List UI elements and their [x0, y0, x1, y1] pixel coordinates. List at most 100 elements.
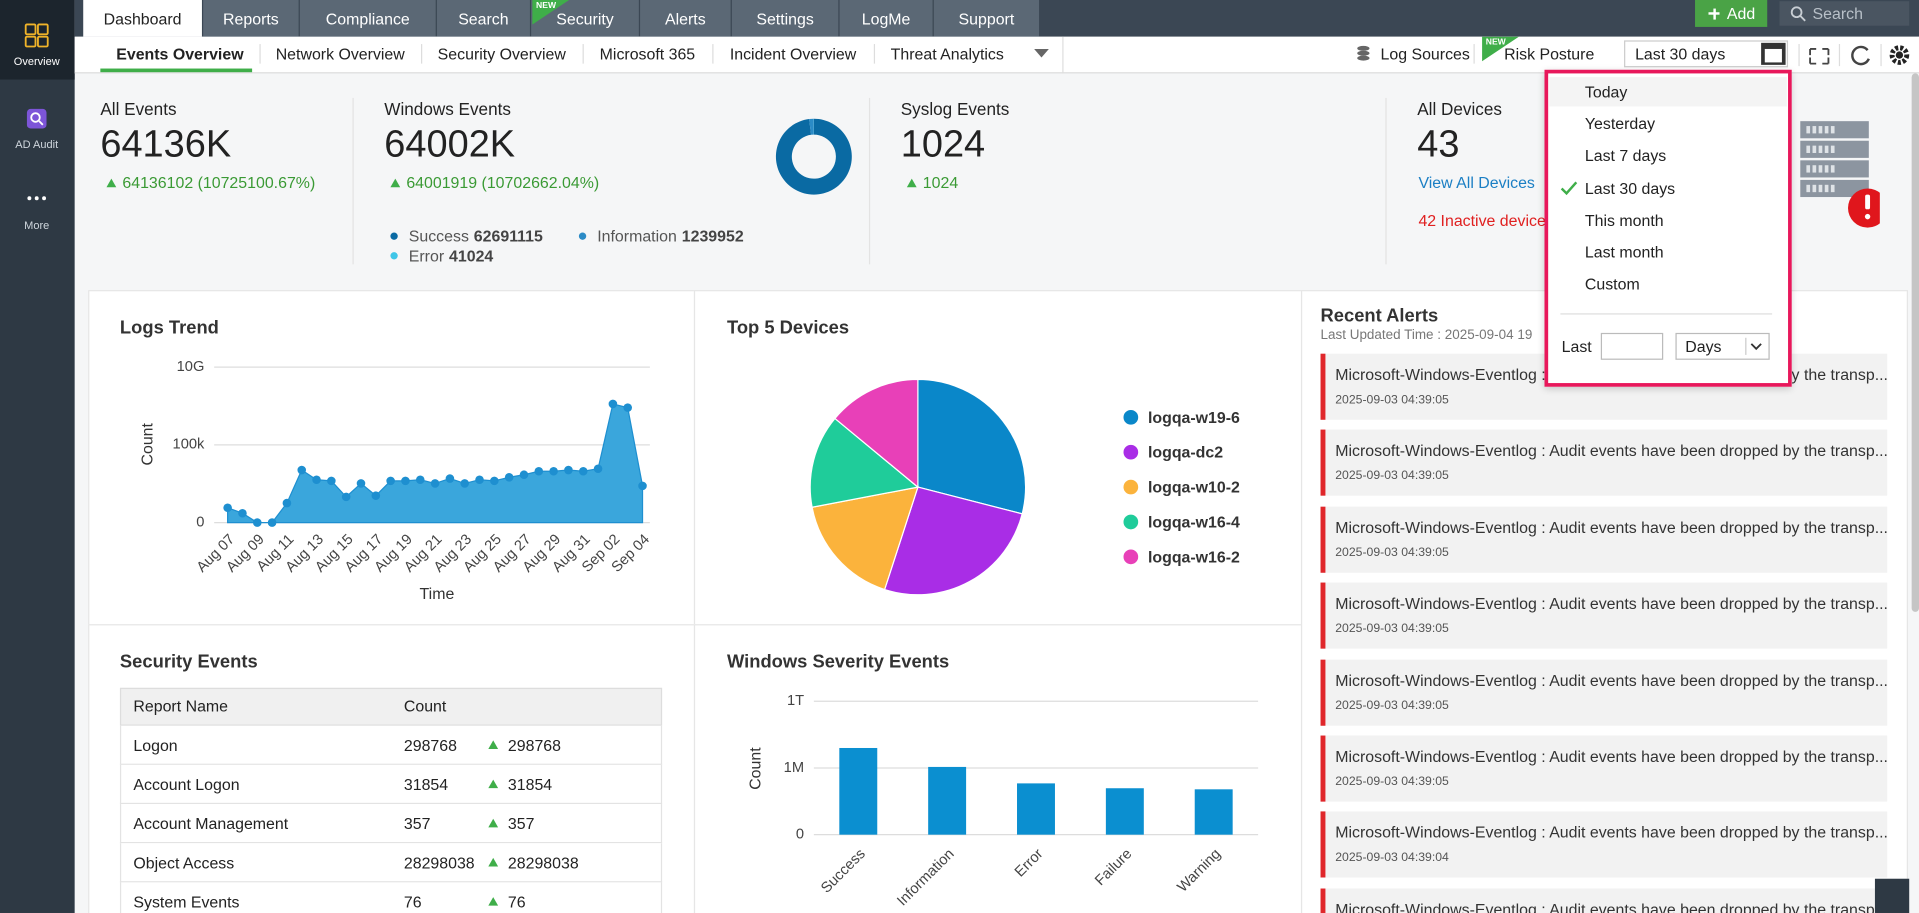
- server-icon: [1800, 121, 1880, 228]
- risk-posture[interactable]: Risk Posture: [1504, 44, 1595, 64]
- sub-tab[interactable]: Events Overview: [116, 44, 244, 64]
- legend-name: Error: [408, 246, 445, 265]
- up-arrow-icon: [488, 779, 499, 789]
- legend-value: 1239952: [681, 227, 744, 246]
- log-sources-icon-disk: [1357, 55, 1370, 61]
- alert-item[interactable]: [1320, 506, 1888, 573]
- alert-item[interactable]: [1320, 888, 1888, 913]
- report-name[interactable]: Object Access: [133, 853, 235, 872]
- top-tab[interactable]: Alerts: [640, 0, 731, 37]
- top-tab[interactable]: LogMe: [839, 0, 933, 37]
- alert-item[interactable]: [1320, 811, 1888, 878]
- server-slot: [1830, 165, 1835, 173]
- server-slot: [1806, 184, 1811, 193]
- report-name[interactable]: System Events: [133, 892, 240, 912]
- add-label: Add: [1726, 4, 1756, 23]
- column-header: Report Name: [133, 696, 229, 716]
- overview-icon: [37, 23, 49, 36]
- report-count: 298768: [403, 736, 457, 755]
- server-slot: [1824, 145, 1829, 153]
- report-name[interactable]: Account Management: [133, 814, 289, 833]
- y-tick-label: 1T: [787, 693, 804, 709]
- report-name[interactable]: Logon: [133, 736, 178, 755]
- period-select[interactable]: [1624, 40, 1789, 68]
- report-change: 76: [507, 892, 526, 912]
- server-slot: [1812, 126, 1817, 134]
- alert-item[interactable]: [1320, 735, 1888, 802]
- sidebar-item[interactable]: Overview: [13, 55, 60, 68]
- top-tab[interactable]: Settings: [731, 0, 839, 37]
- alert-text: Microsoft-Windows-Eventlog : Audit event…: [1335, 594, 1888, 613]
- alert-item[interactable]: [1320, 659, 1888, 726]
- log-sources[interactable]: Log Sources: [1380, 44, 1470, 64]
- custom-last-label: Last: [1561, 337, 1592, 356]
- up-arrow-icon: [488, 897, 499, 906]
- sub-tab[interactable]: Microsoft 365: [599, 44, 696, 64]
- alert-text: Microsoft-Windows-Eventlog : Audit event…: [1335, 518, 1888, 537]
- top-tab[interactable]: Reports: [203, 0, 299, 37]
- pie-slice: [917, 378, 1027, 515]
- alert-time: 2025-09-03 04:39:05: [1335, 546, 1449, 560]
- add-button[interactable]: [1695, 0, 1768, 27]
- top-tab[interactable]: Compliance: [299, 0, 436, 37]
- menu-option[interactable]: Last 30 days: [1584, 178, 1676, 198]
- point: [282, 498, 292, 508]
- table-row: [119, 882, 663, 913]
- report-change: 357: [507, 814, 535, 833]
- sub-tab-separator: [421, 44, 423, 64]
- alert-item[interactable]: [1320, 430, 1888, 497]
- point: [578, 466, 588, 476]
- custom-count-input[interactable]: [1600, 332, 1664, 360]
- menu-option[interactable]: Today: [1584, 82, 1628, 101]
- menu-option[interactable]: Last month: [1584, 242, 1664, 262]
- alert-item[interactable]: [1320, 582, 1888, 649]
- top-tab[interactable]: Dashboard: [83, 0, 202, 37]
- more-tabs-caret[interactable]: [1034, 48, 1049, 58]
- menu-option[interactable]: Yesterday: [1584, 114, 1656, 134]
- alert-badge: [1848, 188, 1880, 228]
- more-icon: [34, 196, 39, 201]
- server-slot: [1806, 165, 1811, 173]
- summary-value: 43: [1417, 122, 1460, 166]
- sub-tab[interactable]: Network Overview: [275, 44, 405, 64]
- sub-tab[interactable]: Security Overview: [437, 44, 566, 64]
- sub-tab[interactable]: Incident Overview: [729, 44, 857, 64]
- server-slot: [1830, 184, 1835, 193]
- alert-text: Microsoft-Windows-Eventlog : Audit event…: [1335, 670, 1888, 690]
- report-change: 31854: [507, 775, 553, 794]
- settings-icon: [1889, 45, 1910, 65]
- legend-label: logqa-dc2: [1148, 445, 1223, 462]
- summary-change: 1024: [922, 173, 959, 192]
- menu-option[interactable]: Last 7 days: [1584, 146, 1667, 166]
- chat-button[interactable]: [1874, 878, 1910, 913]
- point: [267, 518, 277, 527]
- inactive-devices[interactable]: 42 Inactive devices: [1418, 211, 1554, 230]
- new-badge: [1482, 36, 1519, 62]
- point: [401, 476, 410, 486]
- point: [504, 473, 514, 482]
- top-tab[interactable]: Search: [436, 0, 530, 37]
- server-slot: [1806, 145, 1811, 153]
- server-slot: [1824, 184, 1829, 193]
- sub-tab-separator: [1062, 36, 1064, 74]
- menu-option[interactable]: Custom: [1584, 274, 1640, 294]
- view-all-devices[interactable]: View All Devices: [1418, 173, 1535, 192]
- top-tab[interactable]: Support: [933, 0, 1040, 37]
- sidebar-item[interactable]: More: [24, 219, 50, 232]
- sub-tab[interactable]: Threat Analytics: [890, 44, 1004, 64]
- alert-time: 2025-09-03 04:39:05: [1335, 622, 1449, 637]
- sidebar-item[interactable]: AD Audit: [15, 138, 59, 151]
- legend-label: logqa-w16-4: [1148, 514, 1240, 531]
- up-arrow-icon: [906, 178, 917, 188]
- up-arrow-icon: [390, 178, 401, 188]
- report-name[interactable]: Account Logon: [133, 775, 240, 794]
- panel-title: Security Events: [119, 651, 258, 673]
- y-tick-label: 0: [196, 514, 204, 530]
- alert-time: 2025-09-03 04:39:04: [1335, 851, 1449, 866]
- menu-option[interactable]: This month: [1584, 210, 1664, 230]
- bar: [839, 747, 878, 835]
- legend-entry: Information 1239952: [597, 227, 743, 245]
- legend-swatch: [1123, 514, 1139, 530]
- legend-value: 41024: [449, 246, 494, 265]
- alert-badge-dot: [1864, 213, 1871, 220]
